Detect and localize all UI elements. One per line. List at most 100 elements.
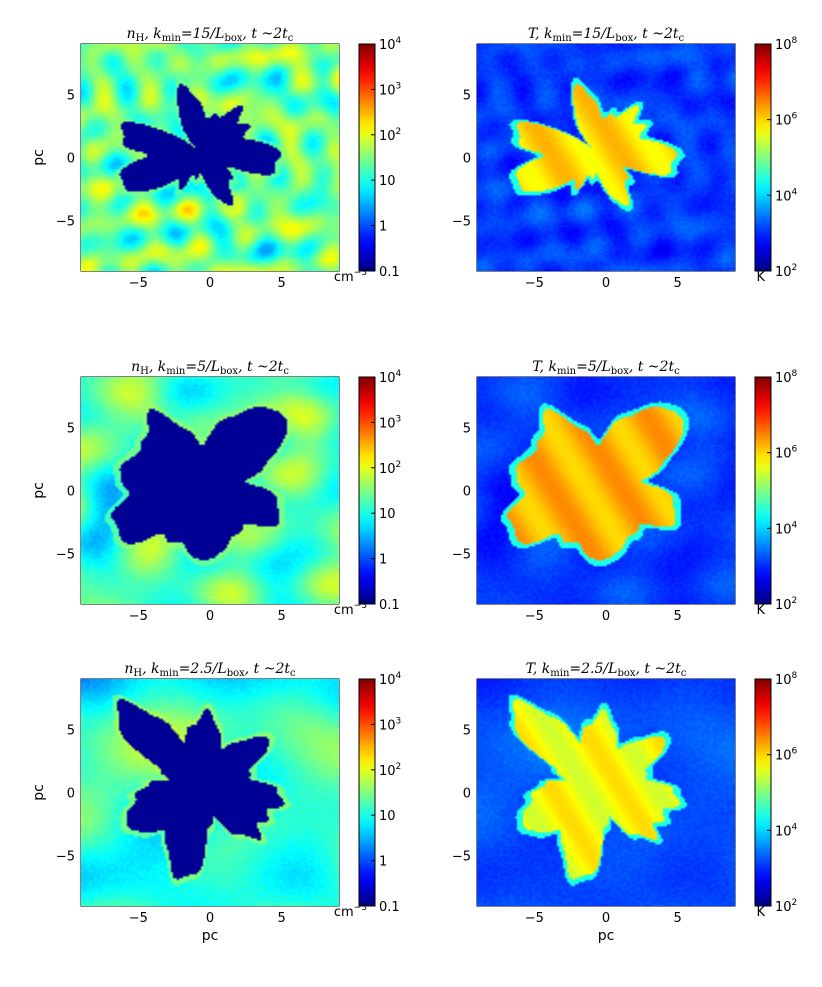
panel-title: nH, kmin=5/Lbox, t ~2tc xyxy=(131,359,289,377)
unit-exponent: −3 xyxy=(354,601,367,611)
colorbar-unit: cm−3 xyxy=(334,601,367,618)
title-part: n xyxy=(127,26,136,42)
y-tick-label: 0 xyxy=(463,787,471,802)
y-tick-label: 5 xyxy=(463,421,471,436)
panel-title: nH, kmin=2.5/Lbox, t ~2tc xyxy=(124,661,296,679)
x-tick-label: −5 xyxy=(129,609,148,624)
title-subscript: box xyxy=(615,33,633,44)
tick-base: 10 xyxy=(379,38,396,53)
colorbar-tick-label: 102 xyxy=(775,596,797,613)
title-subscript: min xyxy=(162,33,182,44)
tick-exponent: 3 xyxy=(396,81,402,91)
colorbar-tick-label: 108 xyxy=(775,36,798,53)
y-tick-label: 0 xyxy=(463,152,471,167)
colorbar-tick-label: 104 xyxy=(379,369,402,386)
title-subscript: box xyxy=(220,366,238,377)
tick-base: 10 xyxy=(775,189,792,204)
title-part: , k xyxy=(540,359,557,375)
colorbar-unit: cm−3 xyxy=(334,903,367,920)
y-axis-label: pc xyxy=(31,784,47,801)
title-subscript: H xyxy=(133,668,142,679)
tick-base: 10 xyxy=(775,371,792,386)
colorbar-tick-label: 102 xyxy=(775,898,797,915)
colorbar-tick-label: 0.1 xyxy=(379,900,400,915)
y-tick-label: 0 xyxy=(463,485,471,500)
tick-exponent: 3 xyxy=(396,716,402,726)
title-part: =15/L xyxy=(181,26,225,42)
tick-base: 0.1 xyxy=(379,265,400,280)
x-tick-label: 0 xyxy=(602,609,610,624)
colorbar-tick-label: 104 xyxy=(775,187,798,204)
title-part: , t ~2t xyxy=(629,359,675,375)
title-part: =2.5/L xyxy=(179,661,227,677)
y-axis-label: pc xyxy=(31,482,47,499)
x-tick-label: −5 xyxy=(525,609,544,624)
tick-base: 10 xyxy=(775,824,792,839)
colorbar-tick-label: 104 xyxy=(379,36,402,53)
tick-exponent: 3 xyxy=(396,414,402,424)
tick-base: 10 xyxy=(379,83,396,98)
colorbar-tick-label: 1 xyxy=(379,220,387,235)
tick-exponent: 4 xyxy=(396,36,402,46)
tick-base: 10 xyxy=(775,673,792,688)
title-subscript: box xyxy=(224,33,242,44)
title-subscript: c xyxy=(679,33,685,44)
tick-exponent: 2 xyxy=(396,762,402,772)
x-tick-label: 0 xyxy=(206,276,214,291)
unit-base: K xyxy=(756,270,765,285)
y-tick-label: 5 xyxy=(463,723,471,738)
unit-base: K xyxy=(756,603,765,618)
title-part: , k xyxy=(535,26,552,42)
title-part: , k xyxy=(149,359,166,375)
colorbar-unit: cm−3 xyxy=(334,268,367,285)
unit-exponent: −3 xyxy=(354,268,367,278)
title-subscript: min xyxy=(550,668,570,679)
colorbar-tick-label: 0.1 xyxy=(379,265,400,280)
tick-base: 0.1 xyxy=(379,900,400,915)
tick-exponent: 6 xyxy=(792,445,798,455)
colorbar-tick-label: 102 xyxy=(379,127,401,144)
title-subscript: min xyxy=(160,668,180,679)
tick-base: 10 xyxy=(379,129,396,144)
y-tick-label: 5 xyxy=(67,421,75,436)
y-axis-label: pc xyxy=(31,149,47,166)
heatmap-image-2 xyxy=(81,377,339,604)
x-tick-label: 0 xyxy=(602,911,610,926)
title-part: , k xyxy=(142,661,159,677)
y-tick-label: 5 xyxy=(67,723,75,738)
tick-base: 10 xyxy=(775,265,792,280)
colorbar xyxy=(358,43,376,272)
colorbar-tick-label: 103 xyxy=(379,716,401,733)
tick-base: 1 xyxy=(379,220,387,235)
x-tick-label: 5 xyxy=(278,276,286,291)
title-part: =5/L xyxy=(185,359,220,375)
title-subscript: box xyxy=(617,668,635,679)
x-tick-label: 0 xyxy=(206,911,214,926)
panel-title: T, kmin=2.5/Lbox, t ~2tc xyxy=(526,661,687,679)
tick-exponent: 6 xyxy=(792,112,798,122)
x-tick-label: −5 xyxy=(129,276,148,291)
tick-base: 0.1 xyxy=(379,598,400,613)
tick-base: 10 xyxy=(775,522,792,537)
tick-exponent: 8 xyxy=(792,671,798,681)
tick-base: 10 xyxy=(775,900,792,915)
unit-exponent: −3 xyxy=(354,903,367,913)
x-tick-label: 0 xyxy=(206,609,214,624)
colorbar-tick-label: 10 xyxy=(379,507,396,522)
y-tick-label: −5 xyxy=(56,215,75,230)
colorbar-tick-label: 1 xyxy=(379,855,387,870)
heatmap-image-5 xyxy=(477,679,735,906)
colorbar-tick-label: 106 xyxy=(775,747,798,764)
colorbar-tick-label: 104 xyxy=(775,822,798,839)
tick-base: 10 xyxy=(379,371,396,386)
title-part: T xyxy=(526,661,537,677)
x-tick-label: 5 xyxy=(674,911,682,926)
title-subscript: box xyxy=(227,668,245,679)
x-tick-label: −5 xyxy=(525,276,544,291)
heatmap-image-0 xyxy=(81,44,339,271)
colorbar-tick-label: 102 xyxy=(775,263,797,280)
y-tick-label: 0 xyxy=(67,787,75,802)
tick-exponent: 2 xyxy=(792,596,798,606)
